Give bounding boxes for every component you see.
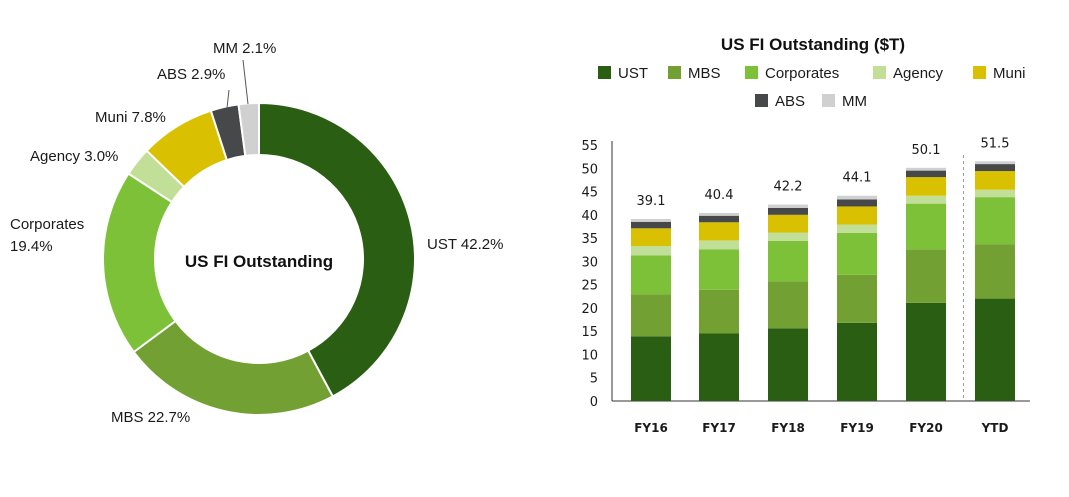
bar-segment-mbs-fy20 [906,249,946,303]
donut-label-muni: Muni 7.8% [95,109,166,126]
donut-label-agency: Agency 3.0% [30,148,118,165]
y-tick-label: 0 [590,395,598,410]
bar-segment-mm-fy17 [699,212,739,216]
legend-label-agency: Agency [893,65,944,82]
bar-segment-corporates-fy17 [699,249,739,290]
donut-label-ust: UST 42.2% [427,236,503,253]
bar-segment-mm-fy20 [906,167,946,171]
y-tick-label: 55 [581,139,598,154]
x-tick-label-ytd: YTD [981,421,1009,435]
bar-segment-corporates-fy18 [768,240,808,282]
y-tick-label: 35 [581,232,598,247]
y-tick-label: 5 [590,372,598,387]
bar-segment-abs-fy20 [906,170,946,178]
legend-swatch-mbs [668,66,681,79]
bar-segment-agency-fy18 [768,232,808,241]
bar-segment-mm-fy18 [768,204,808,208]
bar-segment-abs-ytd [975,164,1015,172]
bar-total-label-ytd: 51.5 [981,136,1010,151]
bar-segment-muni-fy16 [631,228,671,247]
donut-label-mm: MM 2.1% [213,40,276,57]
donut-slice-ust [258,101,416,398]
bar-segment-corporates-ytd [975,197,1015,245]
bar-segment-mm-ytd [975,161,1015,165]
legend-swatch-ust [598,66,611,79]
y-tick-label: 25 [581,279,598,294]
legend-swatch-agency [873,66,886,79]
y-tick-label: 50 [581,162,598,177]
donut-leader-mm [242,59,249,105]
bar-segment-abs-fy19 [837,199,877,207]
bar-segment-abs-fy17 [699,215,739,223]
y-tick-label: 10 [581,348,598,363]
bar-segment-ust-ytd [975,298,1015,401]
bar-segment-agency-fy20 [906,195,946,204]
legend-label-ust: UST [618,65,648,82]
bar-segment-muni-fy20 [906,177,946,196]
donut-chart: UST 42.2% MBS 22.7% Corporates 19.4% Agency … [10,40,503,426]
legend-label-abs: ABS [775,93,805,110]
bar-segment-ust-fy16 [631,336,671,401]
legend-label-mm: MM [842,93,867,110]
legend-swatch-mm [822,94,835,107]
legend-swatch-muni [973,66,986,79]
bar-segment-corporates-fy19 [837,232,877,275]
bar-total-label-fy16: 39.1 [637,194,666,209]
stacked-bar-chart: US FI Outstanding ($T) 0 5 10 15 20 25 30 35 40 4… [581,35,1030,435]
donut-slice-mm [237,101,260,158]
donut-slice-corporates [102,172,177,354]
bar-segment-mm-fy16 [631,219,671,222]
bar-total-label-fy20: 50.1 [912,143,941,158]
donut-leader-abs [226,89,230,109]
bar-segment-agency-ytd [975,189,1015,198]
bar-segment-mbs-fy19 [837,274,877,323]
bar-segment-ust-fy18 [768,328,808,401]
donut-label-corporates: Corporates [10,216,84,233]
donut-center-title: US FI Outstanding [185,252,333,271]
bar-chart-title: US FI Outstanding ($T) [721,35,905,54]
bar-segment-ust-fy20 [906,302,946,401]
donut-label-abs: ABS 2.9% [157,66,225,83]
bar-segment-muni-ytd [975,171,1015,190]
x-tick-label-fy20: FY20 [909,421,943,435]
bar-segment-ust-fy17 [699,333,739,401]
bar-segment-mbs-fy17 [699,289,739,334]
bar-segment-corporates-fy16 [631,255,671,295]
bar-segment-mbs-ytd [975,244,1015,299]
legend-label-corporates: Corporates [765,65,839,82]
y-tick-label: 15 [581,325,598,340]
bar-segment-muni-fy17 [699,222,739,241]
bar-segment-mbs-fy18 [768,281,808,329]
bar-segment-mm-fy19 [837,195,877,200]
legend-label-muni: Muni [993,65,1026,82]
bar-segment-agency-fy17 [699,240,739,250]
bar-segment-muni-fy19 [837,206,877,225]
legend-swatch-corporates [745,66,758,79]
legend-swatch-abs [755,94,768,107]
donut-label-mbs: MBS 22.7% [111,409,190,426]
bar-segment-corporates-fy20 [906,203,946,250]
x-tick-label-fy16: FY16 [634,421,668,435]
donut-label-corporates: 19.4% [10,238,53,255]
bar-total-label-fy19: 44.1 [843,171,872,186]
bar-segment-agency-fy16 [631,246,671,256]
bar-segment-ust-fy19 [837,322,877,401]
bar-segment-abs-fy18 [768,207,808,215]
y-tick-label: 40 [581,209,598,224]
x-tick-label-fy19: FY19 [840,421,874,435]
y-tick-label: 20 [581,302,598,317]
bar-segment-abs-fy16 [631,221,671,229]
bar-segment-agency-fy19 [837,224,877,233]
y-tick-label: 30 [581,255,598,270]
legend-label-mbs: MBS [688,65,721,82]
x-tick-label-fy17: FY17 [702,421,736,435]
bar-segment-muni-fy18 [768,214,808,233]
bar-total-label-fy17: 40.4 [705,188,734,203]
y-tick-label: 45 [581,186,598,201]
bar-total-label-fy18: 42.2 [774,180,803,195]
donut-slice-mbs [132,319,335,416]
bar-segment-mbs-fy16 [631,294,671,337]
x-tick-label-fy18: FY18 [771,421,805,435]
